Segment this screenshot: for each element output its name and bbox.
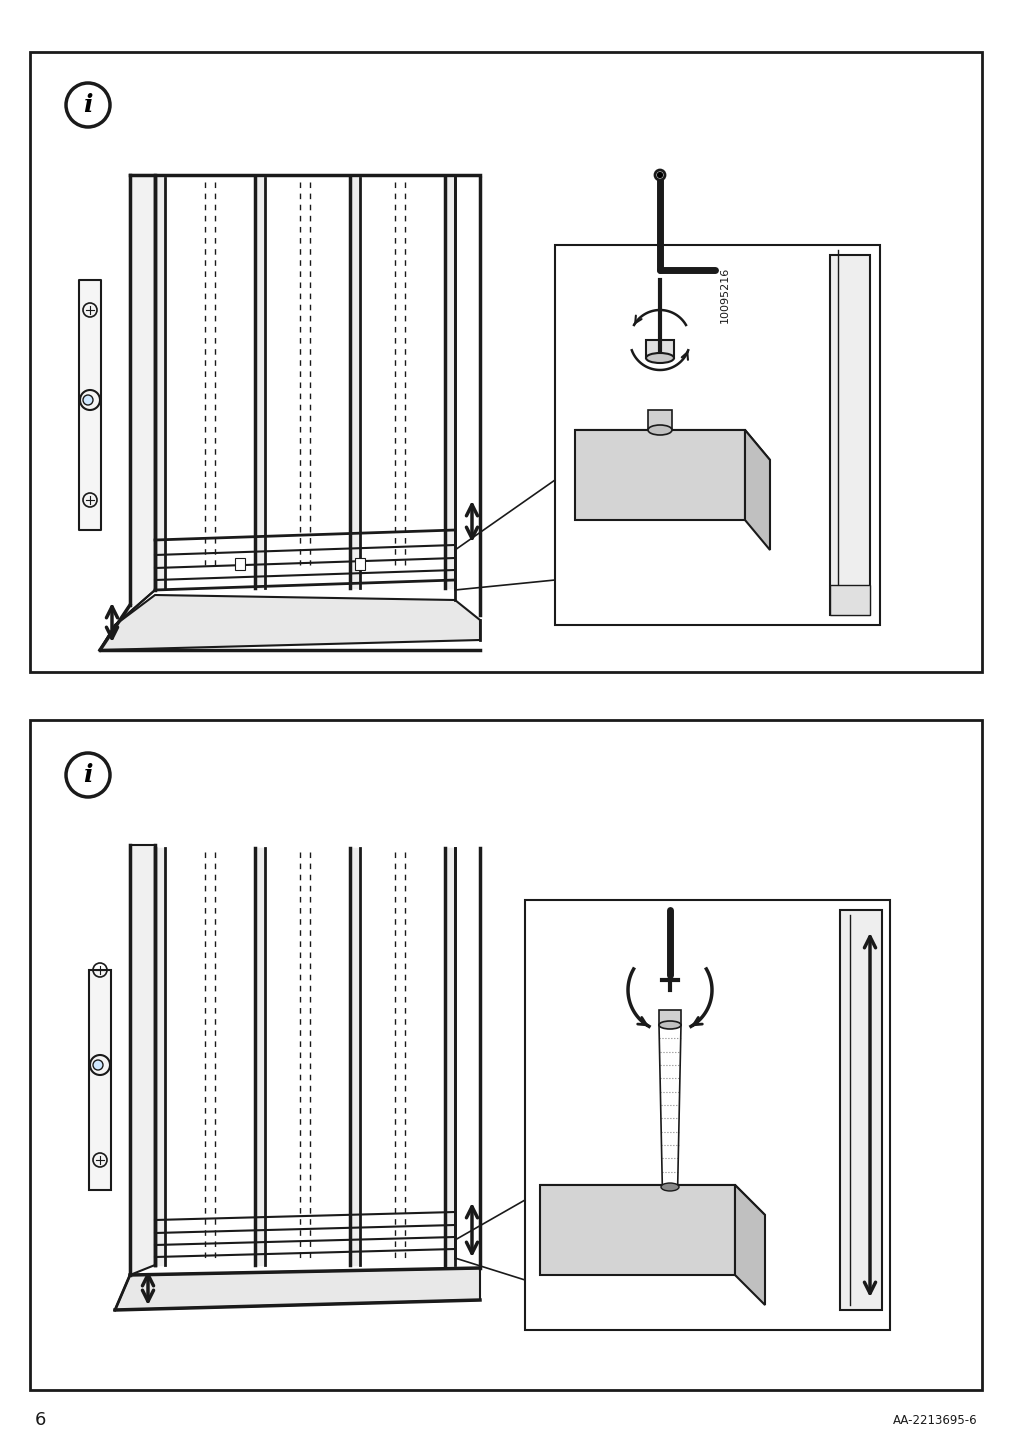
Polygon shape — [115, 1267, 479, 1310]
Polygon shape — [350, 848, 360, 1264]
Polygon shape — [100, 175, 155, 650]
Polygon shape — [445, 178, 455, 589]
Text: 10095216: 10095216 — [719, 266, 729, 324]
Text: AA-2213695-6: AA-2213695-6 — [893, 1413, 977, 1426]
Bar — [235, 558, 245, 570]
Polygon shape — [574, 430, 744, 520]
Bar — [89, 969, 111, 1190]
Bar — [658, 1010, 680, 1025]
Ellipse shape — [660, 1183, 678, 1191]
Text: 6: 6 — [35, 1411, 47, 1429]
Polygon shape — [574, 430, 769, 460]
Polygon shape — [734, 1186, 764, 1305]
Bar — [829, 255, 869, 614]
Bar — [30, 52, 981, 672]
Bar — [554, 245, 880, 624]
Polygon shape — [540, 1186, 764, 1214]
Bar — [645, 339, 673, 358]
Circle shape — [93, 1060, 103, 1070]
Polygon shape — [155, 178, 165, 589]
Polygon shape — [445, 848, 455, 1264]
Ellipse shape — [658, 1021, 680, 1030]
Polygon shape — [744, 430, 769, 550]
Ellipse shape — [647, 425, 671, 435]
Polygon shape — [350, 178, 360, 589]
Text: i: i — [83, 763, 93, 788]
Text: i: i — [83, 93, 93, 117]
Polygon shape — [129, 845, 155, 1274]
Bar — [647, 410, 671, 430]
Bar — [30, 720, 981, 1390]
Bar — [79, 281, 101, 530]
Polygon shape — [100, 596, 479, 650]
Polygon shape — [255, 178, 265, 589]
Circle shape — [654, 170, 664, 180]
Bar — [829, 586, 869, 614]
Bar — [355, 558, 365, 570]
Bar — [839, 909, 882, 1310]
Circle shape — [657, 172, 662, 178]
Polygon shape — [155, 848, 165, 1264]
Polygon shape — [255, 848, 265, 1264]
Circle shape — [83, 395, 93, 405]
Polygon shape — [540, 1186, 734, 1274]
Ellipse shape — [645, 354, 673, 362]
Bar — [525, 899, 889, 1330]
